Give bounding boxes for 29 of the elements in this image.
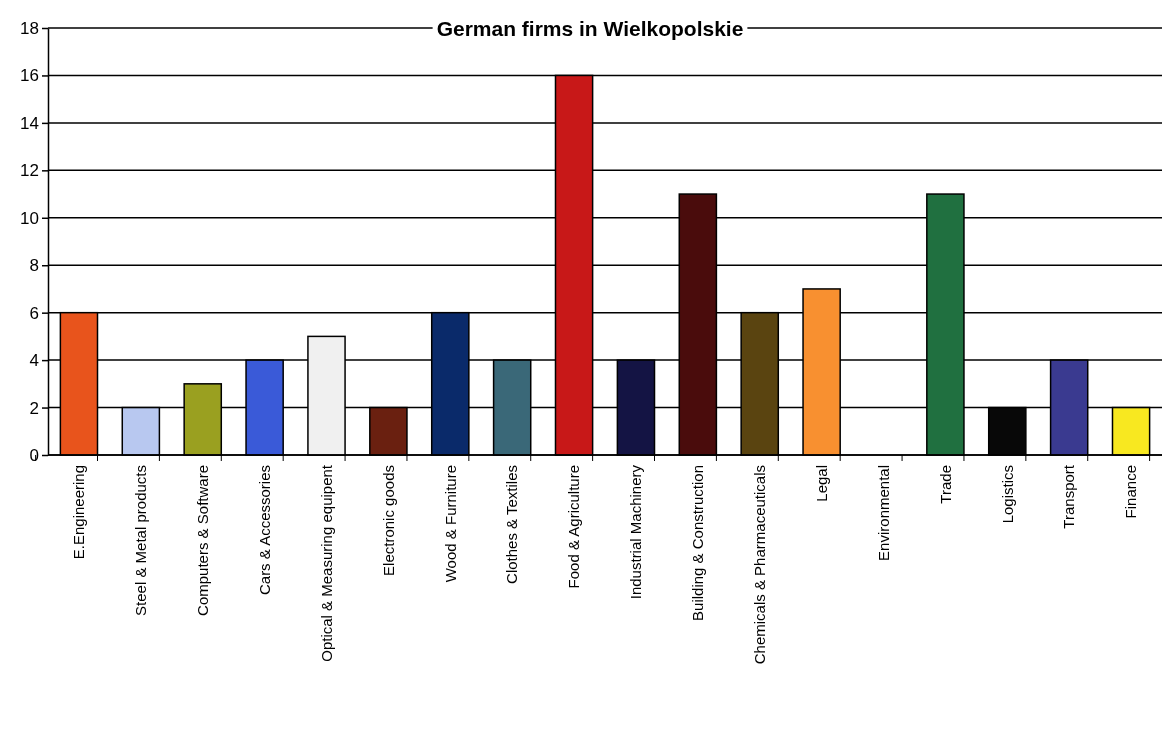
x-tick-label: Clothes & Textiles <box>503 465 521 584</box>
x-tick-label: Building & Construction <box>689 465 707 621</box>
x-tick-label: Food & Agriculture <box>565 465 583 589</box>
y-tick-label: 10 <box>20 208 39 228</box>
x-tick-label: Legal <box>812 465 830 502</box>
y-tick-label: 14 <box>20 113 39 133</box>
x-tick-label: Trade <box>936 465 954 504</box>
x-tick-label: E.Engineering <box>70 465 88 560</box>
x-tick-label: Logistics <box>998 465 1016 524</box>
x-tick-label: Wood & Furniture <box>441 465 459 583</box>
x-tick-label: Computers & Software <box>193 465 211 616</box>
x-tick-label: Environmental <box>874 465 892 561</box>
y-tick-label: 16 <box>20 66 39 86</box>
y-tick-label: 0 <box>29 445 39 465</box>
x-tick-label: Finance <box>1122 465 1140 519</box>
chart-title: German firms in Wielkopolskie <box>436 17 744 40</box>
x-tick-label: Industrial Machinery <box>627 464 645 600</box>
y-tick-label: 2 <box>29 398 39 418</box>
x-tick-label: Chemicals & Pharmaceuticals <box>750 465 768 665</box>
x-tick-label: Transport <box>1060 464 1078 529</box>
y-tick-label: 6 <box>29 303 39 323</box>
y-tick-label: 18 <box>20 18 39 38</box>
y-tick-label: 12 <box>20 161 39 181</box>
x-tick-label: Cars & Accessories <box>255 465 273 596</box>
y-tick-label: 8 <box>29 256 39 276</box>
x-tick-label: Electronic goods <box>379 465 397 576</box>
x-tick-label: Optical & Measuring equipent <box>317 464 335 662</box>
y-tick-label: 4 <box>29 351 39 371</box>
x-tick-label: Steel & Metal products <box>132 465 150 616</box>
